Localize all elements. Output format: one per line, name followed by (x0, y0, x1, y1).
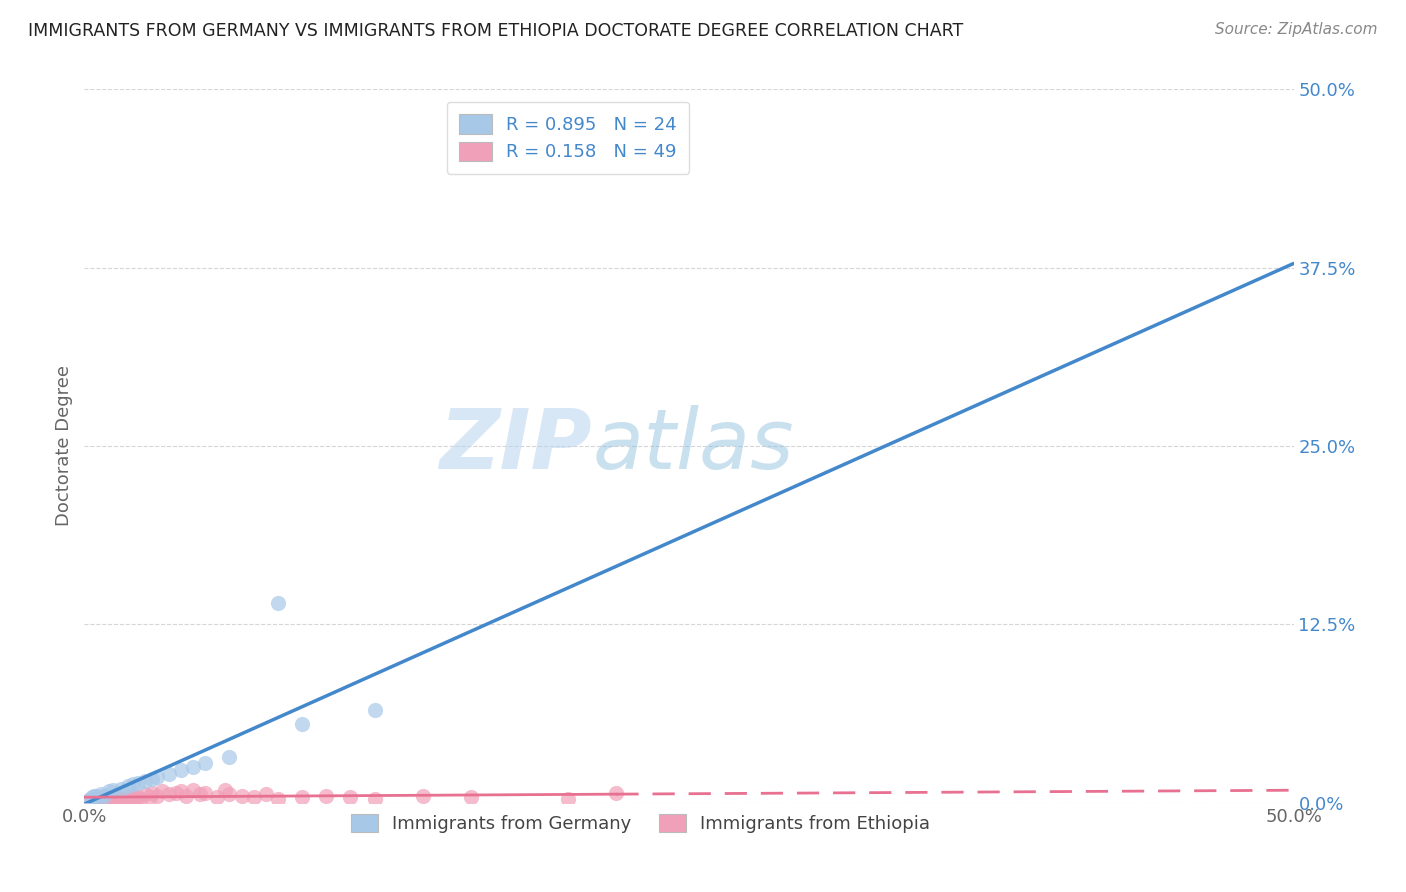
Point (117, 779, 139, 793)
Point (267, 596, 290, 610)
Point (100, 793, 122, 807)
Point (181, 760, 204, 774)
Point (157, 767, 180, 781)
Point (90, 793, 112, 807)
Point (231, 789, 253, 803)
Point (97, 784, 120, 798)
Point (103, 783, 125, 797)
Point (141, 786, 163, 800)
Point (83, 791, 105, 805)
Point (218, 787, 240, 801)
Legend: Immigrants from Germany, Immigrants from Ethiopia: Immigrants from Germany, Immigrants from… (343, 806, 938, 840)
Point (218, 750, 240, 764)
Point (194, 786, 217, 800)
Point (174, 789, 197, 803)
Point (87, 790, 110, 805)
Point (170, 784, 193, 798)
Point (150, 784, 173, 798)
Point (104, 793, 127, 807)
Point (267, 791, 290, 805)
Point (97, 791, 120, 805)
Point (86, 789, 108, 803)
Point (80, 790, 103, 805)
Point (117, 790, 139, 805)
Point (107, 791, 129, 805)
Text: Source: ZipAtlas.com: Source: ZipAtlas.com (1215, 22, 1378, 37)
Point (129, 791, 152, 805)
Point (110, 781, 132, 796)
Point (291, 717, 314, 731)
Point (112, 791, 135, 805)
Point (94, 793, 117, 807)
Point (214, 783, 236, 797)
Point (127, 776, 149, 790)
Point (157, 787, 180, 801)
Point (146, 789, 169, 803)
Point (605, 786, 627, 800)
Text: ZIP: ZIP (440, 406, 592, 486)
Point (124, 791, 146, 805)
Point (190, 787, 212, 801)
Point (170, 763, 193, 777)
Point (86, 793, 108, 807)
Point (83, 789, 105, 803)
Point (93, 791, 115, 805)
Point (339, 790, 361, 805)
Text: atlas: atlas (592, 406, 794, 486)
Point (363, 791, 385, 805)
Point (315, 789, 337, 803)
Point (121, 777, 143, 791)
Point (134, 787, 156, 801)
Point (412, 789, 434, 803)
Point (460, 790, 482, 805)
Point (90, 787, 112, 801)
Point (77, 793, 100, 807)
Point (77, 793, 100, 807)
Point (93, 789, 115, 803)
Point (87, 791, 110, 805)
Point (363, 703, 385, 717)
Point (165, 786, 187, 800)
Point (181, 783, 204, 797)
Point (242, 790, 264, 805)
Point (141, 772, 163, 786)
Point (103, 790, 125, 805)
Point (134, 774, 156, 789)
Point (557, 791, 579, 805)
Point (127, 790, 149, 805)
Point (254, 787, 277, 801)
Point (120, 791, 142, 805)
Point (207, 790, 229, 805)
Y-axis label: Doctorate Degree: Doctorate Degree (55, 366, 73, 526)
Point (110, 790, 132, 805)
Point (121, 789, 143, 803)
Point (146, 770, 169, 784)
Point (80, 793, 103, 807)
Text: IMMIGRANTS FROM GERMANY VS IMMIGRANTS FROM ETHIOPIA DOCTORATE DEGREE CORRELATION: IMMIGRANTS FROM GERMANY VS IMMIGRANTS FR… (28, 22, 963, 40)
Point (194, 756, 217, 770)
Point (138, 790, 160, 805)
Point (291, 790, 314, 805)
Point (114, 793, 136, 807)
